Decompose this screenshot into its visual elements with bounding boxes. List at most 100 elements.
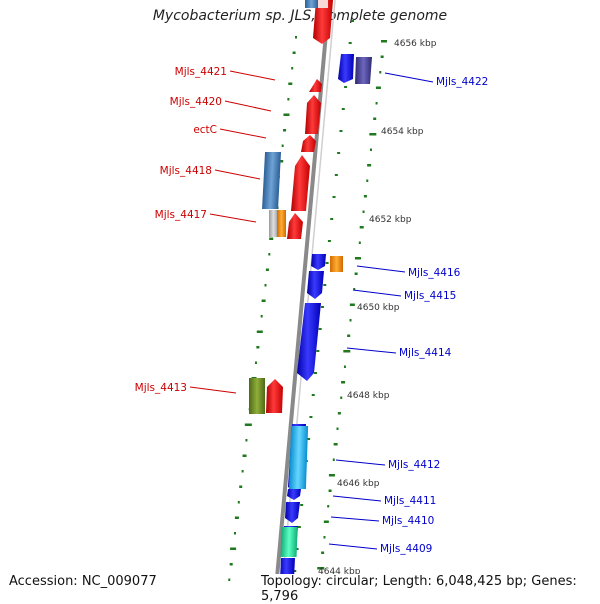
gc-dash xyxy=(380,55,384,58)
gc-dash xyxy=(261,299,266,302)
gc-dash xyxy=(328,474,335,477)
tick-label: 4650 kbp xyxy=(357,303,400,313)
map-title: Mycobacterium sp. JLS, complete genome xyxy=(152,8,448,24)
gene-glyph-top-fwd xyxy=(313,0,333,44)
leader-lines-left xyxy=(189,70,276,394)
gc-dash xyxy=(317,567,325,570)
gc-dash xyxy=(363,195,367,198)
gc-dash xyxy=(287,98,290,101)
gc-dash xyxy=(254,361,257,364)
tick-mark xyxy=(334,174,338,176)
gc-dash xyxy=(256,330,263,333)
tick-mark xyxy=(320,306,324,308)
tick-mark xyxy=(316,350,320,352)
tick-mark xyxy=(314,372,318,374)
gc-dash xyxy=(234,516,239,519)
gene-label-mjls-4417: Mjls_4417 xyxy=(155,209,207,221)
gc-dash xyxy=(366,179,369,182)
tick-mark xyxy=(300,504,304,506)
gene-label-mjls-4415: Mjls_4415 xyxy=(404,290,456,302)
tick-mark xyxy=(344,86,348,88)
gene-labels-right: Mjls_4422 Mjls_4416 Mjls_4415 Mjls_4414 … xyxy=(380,76,488,555)
gc-dash xyxy=(347,334,351,337)
gene-glyph-mjls-4415 xyxy=(307,271,324,299)
gc-dash xyxy=(256,346,260,349)
tick-mark xyxy=(318,328,322,330)
gene-label-ectc: ectC xyxy=(193,124,217,136)
gene-glyph-mjls-4420 xyxy=(305,95,321,134)
tick-labels: 4656 kbp 4654 kbp 4652 kbp 4650 kbp 4648… xyxy=(318,39,437,577)
gc-dash xyxy=(237,501,240,504)
tick-label: 4644 kbp xyxy=(318,567,361,577)
gc-dash xyxy=(233,532,236,535)
gc-dash xyxy=(354,272,358,275)
gc-dash xyxy=(353,288,356,291)
gene-glyph-mjls-4416 xyxy=(330,256,343,272)
accession-text: Accession: NC_009077 xyxy=(9,574,157,589)
gc-dash xyxy=(358,241,361,244)
tick-mark xyxy=(293,570,297,572)
leader-lines-right xyxy=(328,72,434,550)
gene-labels-left: Mjls_4421 Mjls_4420 ectC Mjls_4418 Mjls_… xyxy=(135,66,227,394)
gc-dash xyxy=(359,226,364,229)
gene-glyph-mjls-4417-orange xyxy=(277,210,286,237)
gc-dash xyxy=(323,520,329,523)
forward-genes xyxy=(266,0,333,413)
gc-dash xyxy=(362,210,365,213)
gc-dash xyxy=(340,396,343,399)
reverse-genes xyxy=(249,0,372,600)
gene-label-mjls-4414: Mjls_4414 xyxy=(399,347,452,359)
tick-label: 4646 kbp xyxy=(337,479,380,489)
gc-dash xyxy=(341,381,346,384)
gene-glyph-mjls-4410 xyxy=(285,502,300,523)
tick-mark xyxy=(351,20,354,22)
gc-dash xyxy=(367,164,372,167)
gc-dash xyxy=(375,102,378,105)
gene-glyph-mjls-4422-b xyxy=(355,57,372,84)
gc-dash xyxy=(381,40,387,43)
gc-dash xyxy=(369,148,372,151)
gc-dash xyxy=(349,319,352,322)
gc-dash xyxy=(241,470,244,473)
gene-label-mjls-4411: Mjls_4411 xyxy=(384,495,436,507)
tick-mark xyxy=(323,284,327,286)
tick-mark xyxy=(307,438,311,440)
gene-label-mjls-4422: Mjls_4422 xyxy=(436,76,488,88)
gc-dash xyxy=(295,36,297,39)
gc-dash xyxy=(283,129,287,132)
tick-mark xyxy=(327,240,331,242)
gc-dash xyxy=(343,350,351,353)
gene-glyph-mjls-4417-grey xyxy=(269,210,278,237)
gc-dash xyxy=(349,303,355,306)
gc-dash xyxy=(242,454,247,457)
tick-mark xyxy=(339,130,343,132)
gc-dash xyxy=(260,315,263,318)
gc-dash xyxy=(343,365,346,368)
gene-glyph-mjls-4416-blue xyxy=(311,254,326,270)
gene-label-mjls-4421: Mjls_4421 xyxy=(175,66,227,78)
gene-glyph-mjls-4413 xyxy=(266,379,283,413)
gc-dash xyxy=(332,458,335,461)
tick-label: 4648 kbp xyxy=(347,391,390,401)
gc-dash xyxy=(327,505,330,508)
gc-dash xyxy=(228,578,231,581)
gc-dash xyxy=(265,268,269,271)
gc-dash xyxy=(375,86,381,89)
tick-mark xyxy=(309,416,313,418)
gene-glyph-mjls-4414 xyxy=(297,303,321,381)
gene-glyph-mjls-4418-steel xyxy=(262,152,282,209)
gene-label-mjls-4413: Mjls_4413 xyxy=(135,382,187,394)
gene-glyph-ectc xyxy=(301,135,316,152)
gc-dash xyxy=(323,536,326,539)
gene-glyph-top-steel xyxy=(305,0,318,8)
gene-label-mjls-4420: Mjls_4420 xyxy=(170,96,222,108)
tick-mark xyxy=(325,262,329,264)
tick-mark xyxy=(297,526,301,528)
tick-mark xyxy=(311,394,315,396)
gene-glyph-mjls-4411 xyxy=(287,489,301,500)
tick-label: 4654 kbp xyxy=(381,127,424,137)
gene-glyph-top-white xyxy=(318,0,328,8)
tick-label: 4652 kbp xyxy=(369,215,412,225)
tick-mark xyxy=(337,152,341,154)
